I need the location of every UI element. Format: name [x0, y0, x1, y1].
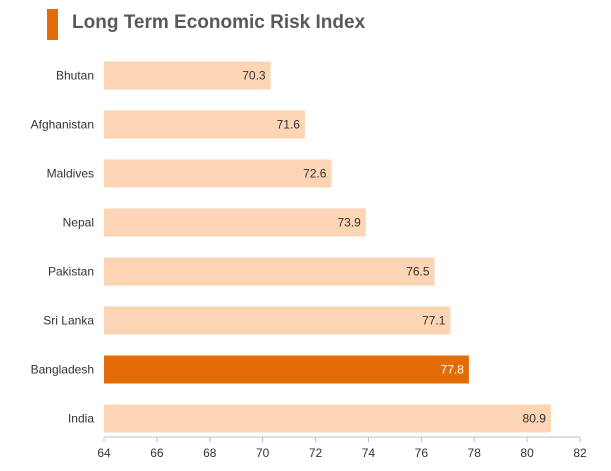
- x-tick-label-78: 78: [468, 446, 482, 460]
- bar-bhutan: [104, 61, 271, 90]
- x-tick-label-80: 80: [520, 446, 534, 460]
- data-label-bangladesh: 77.8: [441, 363, 465, 377]
- category-label-sri-lanka: Sri Lanka: [43, 314, 94, 328]
- data-label-afghanistan: 71.6: [277, 118, 301, 132]
- category-label-nepal: Nepal: [63, 216, 94, 230]
- category-label-maldives: Maldives: [47, 167, 94, 181]
- category-label-bhutan: Bhutan: [56, 69, 94, 83]
- bars-group: Bhutan 70.3 Afghanistan 71.6 Maldives 72.6 Nep…: [31, 61, 551, 433]
- bar-bangladesh: [104, 355, 469, 384]
- bar-pakistan: [104, 257, 435, 286]
- x-tick-label-66: 66: [150, 446, 164, 460]
- x-tick-label-82: 82: [573, 446, 587, 460]
- category-label-india: India: [68, 412, 94, 426]
- data-label-india: 80.9: [523, 412, 547, 426]
- category-label-afghanistan: Afghanistan: [31, 118, 94, 132]
- title-accent-bar: [47, 9, 58, 40]
- data-label-nepal: 73.9: [337, 216, 361, 230]
- bar-sri-lanka: [104, 306, 451, 335]
- data-label-bhutan: 70.3: [242, 69, 266, 83]
- x-tick-label-68: 68: [203, 446, 217, 460]
- chart-title: Long Term Economic Risk Index: [72, 12, 366, 33]
- bar-afghanistan: [104, 110, 305, 139]
- category-label-bangladesh: Bangladesh: [31, 363, 94, 377]
- bar-india: [104, 404, 551, 433]
- x-tick-label-74: 74: [362, 446, 376, 460]
- category-label-pakistan: Pakistan: [48, 265, 94, 279]
- x-tick-label-76: 76: [415, 446, 429, 460]
- x-tick-label-72: 72: [309, 446, 323, 460]
- bar-nepal: [104, 208, 366, 237]
- x-tick-label-70: 70: [256, 446, 270, 460]
- data-label-pakistan: 76.5: [406, 265, 430, 279]
- x-axis: 64 66 68 70 72 74 76 78 80 82: [97, 436, 587, 460]
- data-label-maldives: 72.6: [303, 167, 327, 181]
- bar-maldives: [104, 159, 332, 188]
- data-label-sri-lanka: 77.1: [422, 314, 446, 328]
- x-tick-label-64: 64: [97, 446, 111, 460]
